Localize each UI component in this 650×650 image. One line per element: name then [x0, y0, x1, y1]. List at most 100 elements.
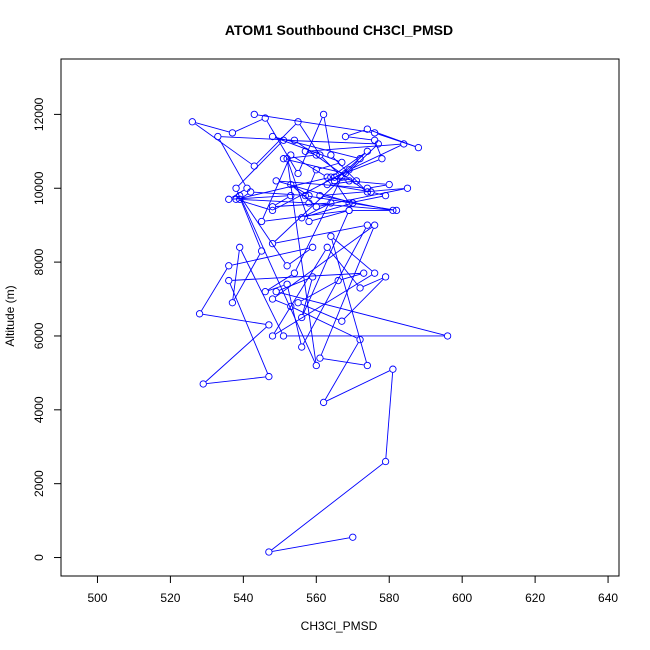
series-line-segment — [266, 120, 297, 171]
data-point — [195, 310, 204, 318]
data-point — [236, 191, 244, 200]
data-point — [349, 533, 357, 541]
series-line-segment — [279, 292, 445, 336]
data-point — [228, 299, 237, 307]
y-tick-label: 0 — [32, 554, 46, 561]
data-point — [356, 336, 364, 344]
y-tick-label: 2000 — [32, 470, 46, 497]
series-line-segment — [286, 139, 375, 145]
series-line-segment — [257, 114, 372, 133]
data-point — [363, 188, 372, 196]
data-point — [341, 169, 350, 178]
data-point — [246, 188, 255, 196]
series-line-segment — [343, 279, 384, 320]
data-point — [385, 180, 393, 189]
series-line-segment — [295, 180, 341, 271]
data-point — [345, 166, 353, 174]
series-line-segment — [299, 117, 323, 171]
series-line-segment — [243, 199, 306, 204]
data-point — [378, 155, 386, 163]
data-point — [323, 243, 331, 251]
data-point — [232, 184, 240, 192]
series-line-segment — [333, 238, 373, 272]
series-line-segment — [279, 181, 350, 203]
data-point — [360, 269, 368, 277]
series-line-segment — [341, 273, 361, 281]
series-line-segment — [308, 152, 314, 155]
data-point — [298, 343, 306, 351]
data-point — [261, 287, 269, 296]
data-point — [268, 332, 277, 340]
data-point — [225, 276, 233, 285]
data-point — [345, 177, 353, 185]
series-line-segment — [205, 326, 267, 382]
data-point — [312, 361, 320, 370]
data-point — [225, 262, 233, 270]
data-point — [316, 191, 324, 200]
series-line-segment — [306, 172, 316, 193]
y-tick-label: 4000 — [32, 396, 46, 423]
data-point — [290, 136, 299, 144]
data-point — [301, 191, 310, 200]
series-line-segment — [301, 303, 339, 321]
x-tick-label: 620 — [525, 591, 545, 605]
data-point — [279, 332, 288, 340]
data-point — [327, 199, 335, 207]
series-line-segment — [201, 268, 228, 312]
y-tick-label: 6000 — [32, 322, 46, 349]
y-tick-label: 8000 — [32, 248, 46, 275]
data-point — [298, 313, 306, 322]
series-line-segment — [352, 180, 386, 185]
data-point — [228, 129, 237, 137]
series-line-segment — [265, 210, 346, 222]
x-tick-label: 500 — [87, 591, 107, 605]
series-line-segment — [235, 119, 263, 132]
series-line-segment — [254, 191, 306, 196]
data-point — [367, 188, 375, 196]
data-point — [265, 372, 273, 381]
data-point — [330, 173, 339, 181]
series-line-segment — [302, 280, 313, 315]
data-point — [363, 147, 372, 155]
data-point — [312, 166, 320, 174]
data-point — [356, 284, 364, 292]
data-point — [374, 140, 382, 148]
data-point — [287, 302, 295, 311]
series-line-segment — [329, 249, 359, 286]
series-line-segment — [239, 199, 270, 210]
data-point — [287, 191, 295, 200]
data-point — [294, 118, 302, 126]
data-point — [356, 155, 364, 163]
series-line-segment — [275, 225, 365, 244]
data-point — [298, 214, 306, 222]
x-tick-label: 640 — [598, 591, 618, 605]
data-point — [363, 125, 372, 133]
data-point — [305, 191, 313, 200]
data-point — [188, 118, 196, 126]
series-line-segment — [232, 272, 361, 281]
series-line-segment — [323, 358, 364, 366]
data-point — [250, 162, 258, 170]
y-axis: 0 2000 4000 6000 8000 10000 12000 — [32, 97, 62, 561]
series-line-segment — [232, 247, 310, 266]
data-point — [290, 269, 299, 277]
series-line-segment — [324, 342, 359, 400]
series-line-segment — [302, 228, 367, 345]
data-point — [327, 151, 335, 159]
data-point — [381, 273, 390, 281]
data-point — [370, 269, 379, 277]
data-point — [323, 173, 331, 181]
series-line-segment — [273, 250, 326, 334]
data-point — [345, 206, 353, 215]
data-point — [327, 173, 335, 181]
data-point — [305, 217, 313, 226]
data-point — [283, 155, 291, 163]
data-point — [403, 184, 412, 192]
series-line-segment — [374, 192, 383, 196]
data-point — [279, 136, 288, 144]
series-line-segment — [256, 123, 296, 164]
series-line-segment — [337, 159, 379, 177]
series-line-segment — [312, 210, 346, 221]
series-line-segment — [308, 143, 401, 152]
